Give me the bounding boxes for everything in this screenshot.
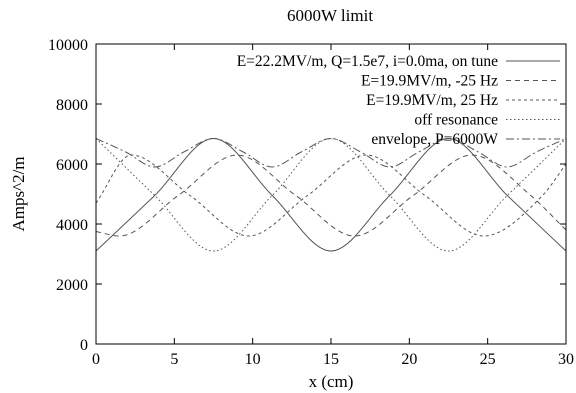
y-tick-label: 4000 bbox=[56, 217, 88, 234]
plot-area bbox=[95, 137, 567, 252]
legend-label-3: E=19.9MV/m, 25 Hz bbox=[366, 92, 498, 109]
x-axis-label: x (cm) bbox=[309, 372, 354, 391]
y-axis-label: Amps^2/m bbox=[9, 156, 28, 231]
legend-label-4: off resonance bbox=[414, 112, 498, 129]
axis-ticks: 0 5 10 15 20 25 30 0 2000 4000 6000 8000 10000 bbox=[48, 37, 574, 368]
legend-label-5: envelope, P=6000W bbox=[371, 131, 498, 148]
series-line-5 bbox=[95, 137, 567, 168]
x-tick-label: 20 bbox=[401, 351, 417, 368]
legend-label-2: E=19.9MV/m, -25 Hz bbox=[361, 73, 498, 90]
series-line-3 bbox=[95, 154, 567, 237]
y-tick-label: 0 bbox=[80, 337, 88, 354]
x-tick-label: 5 bbox=[170, 351, 178, 368]
x-tick-label: 25 bbox=[480, 351, 496, 368]
x-tick-label: 0 bbox=[92, 351, 100, 368]
series-line-1 bbox=[95, 137, 567, 252]
chart-title: 6000W limit bbox=[287, 6, 373, 25]
y-tick-label: 2000 bbox=[56, 277, 88, 294]
series-line-4 bbox=[95, 137, 567, 252]
x-tick-label: 15 bbox=[323, 351, 339, 368]
series-line-2 bbox=[95, 154, 567, 237]
x-tick-label: 30 bbox=[558, 351, 574, 368]
x-tick-label: 10 bbox=[245, 351, 261, 368]
legend: E=22.2MV/m, Q=1.5e7, i=0.0ma, on tune E=1… bbox=[237, 53, 560, 148]
y-tick-label: 10000 bbox=[48, 37, 88, 54]
y-tick-label: 6000 bbox=[56, 157, 88, 174]
legend-label-1: E=22.2MV/m, Q=1.5e7, i=0.0ma, on tune bbox=[237, 53, 498, 70]
y-tick-label: 8000 bbox=[56, 97, 88, 114]
